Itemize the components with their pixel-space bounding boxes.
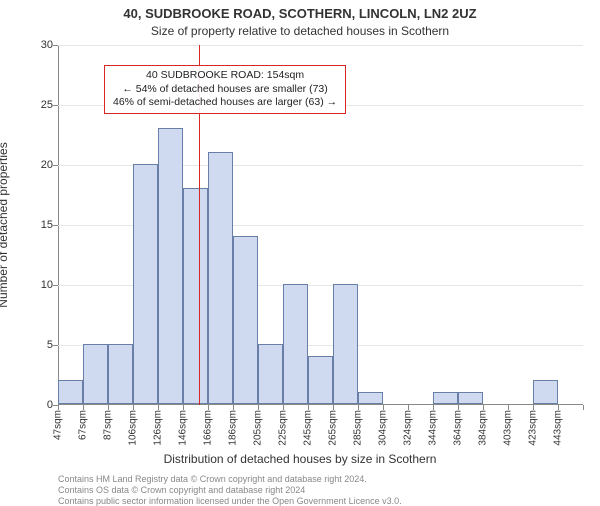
chart-plot-area: 05101520253047sqm67sqm87sqm106sqm126sqm1… [58,45,583,405]
xtick-label: 245sqm [303,410,314,446]
histogram-bar [433,392,458,404]
histogram-bar [258,344,283,404]
ytick-label: 25 [23,99,53,111]
xtick-label: 265sqm [328,410,339,446]
histogram-bar [358,392,383,404]
ytick-mark [53,105,58,106]
xtick-label: 106sqm [128,410,139,446]
footer-line: Contains public sector information licen… [58,496,402,506]
xtick-label: 304sqm [378,410,389,446]
histogram-bar [133,164,158,404]
annotation-line: 46% of semi-detached houses are larger (… [113,96,337,110]
xtick-label: 87sqm [103,410,114,440]
annotation-line: 40 SUDBROOKE ROAD: 154sqm [113,69,337,83]
x-axis-label: Distribution of detached houses by size … [0,452,600,466]
ytick-mark [53,225,58,226]
xtick-label: 47sqm [53,410,64,440]
annotation-line: ← 54% of detached houses are smaller (73… [113,83,337,97]
ytick-mark [53,45,58,46]
histogram-bar [83,344,108,404]
xtick-label: 423sqm [528,410,539,446]
ytick-label: 0 [23,399,53,411]
xtick-label: 285sqm [353,410,364,446]
xtick-label: 364sqm [453,410,464,446]
histogram-bar [158,128,183,404]
histogram-bar [283,284,308,404]
xtick-label: 324sqm [403,410,414,446]
histogram-bar [108,344,133,404]
histogram-bar [333,284,358,404]
xtick-label: 166sqm [203,410,214,446]
histogram-bar [533,380,558,404]
chart-title-subtitle: Size of property relative to detached ho… [0,24,600,38]
ytick-label: 10 [23,279,53,291]
xtick-label: 146sqm [178,410,189,446]
histogram-bar [458,392,483,404]
ytick-label: 5 [23,339,53,351]
y-axis-label: Number of detached properties [0,142,10,307]
xtick-label: 225sqm [278,410,289,446]
histogram-bar [58,380,83,404]
ytick-mark [53,345,58,346]
xtick-label: 384sqm [478,410,489,446]
xtick-mark [583,405,584,410]
xtick-label: 344sqm [428,410,439,446]
gridline [58,45,583,46]
ytick-label: 15 [23,219,53,231]
xtick-label: 443sqm [553,410,564,446]
histogram-bar [308,356,333,404]
xtick-label: 403sqm [503,410,514,446]
footer-line: Contains HM Land Registry data © Crown c… [58,474,402,485]
annotation-box: 40 SUDBROOKE ROAD: 154sqm← 54% of detach… [104,65,346,114]
xtick-label: 205sqm [253,410,264,446]
xtick-label: 186sqm [228,410,239,446]
ytick-mark [53,285,58,286]
histogram-bar [208,152,233,404]
ytick-label: 30 [23,39,53,51]
xtick-label: 126sqm [153,410,164,446]
chart-footer: Contains HM Land Registry data © Crown c… [58,474,402,506]
footer-line: Contains OS data © Crown copyright and d… [58,485,402,496]
histogram-bar [233,236,258,404]
histogram-bar [183,188,208,404]
xtick-label: 67sqm [78,410,89,440]
ytick-mark [53,165,58,166]
chart-title-address: 40, SUDBROOKE ROAD, SCOTHERN, LINCOLN, L… [0,6,600,21]
ytick-label: 20 [23,159,53,171]
